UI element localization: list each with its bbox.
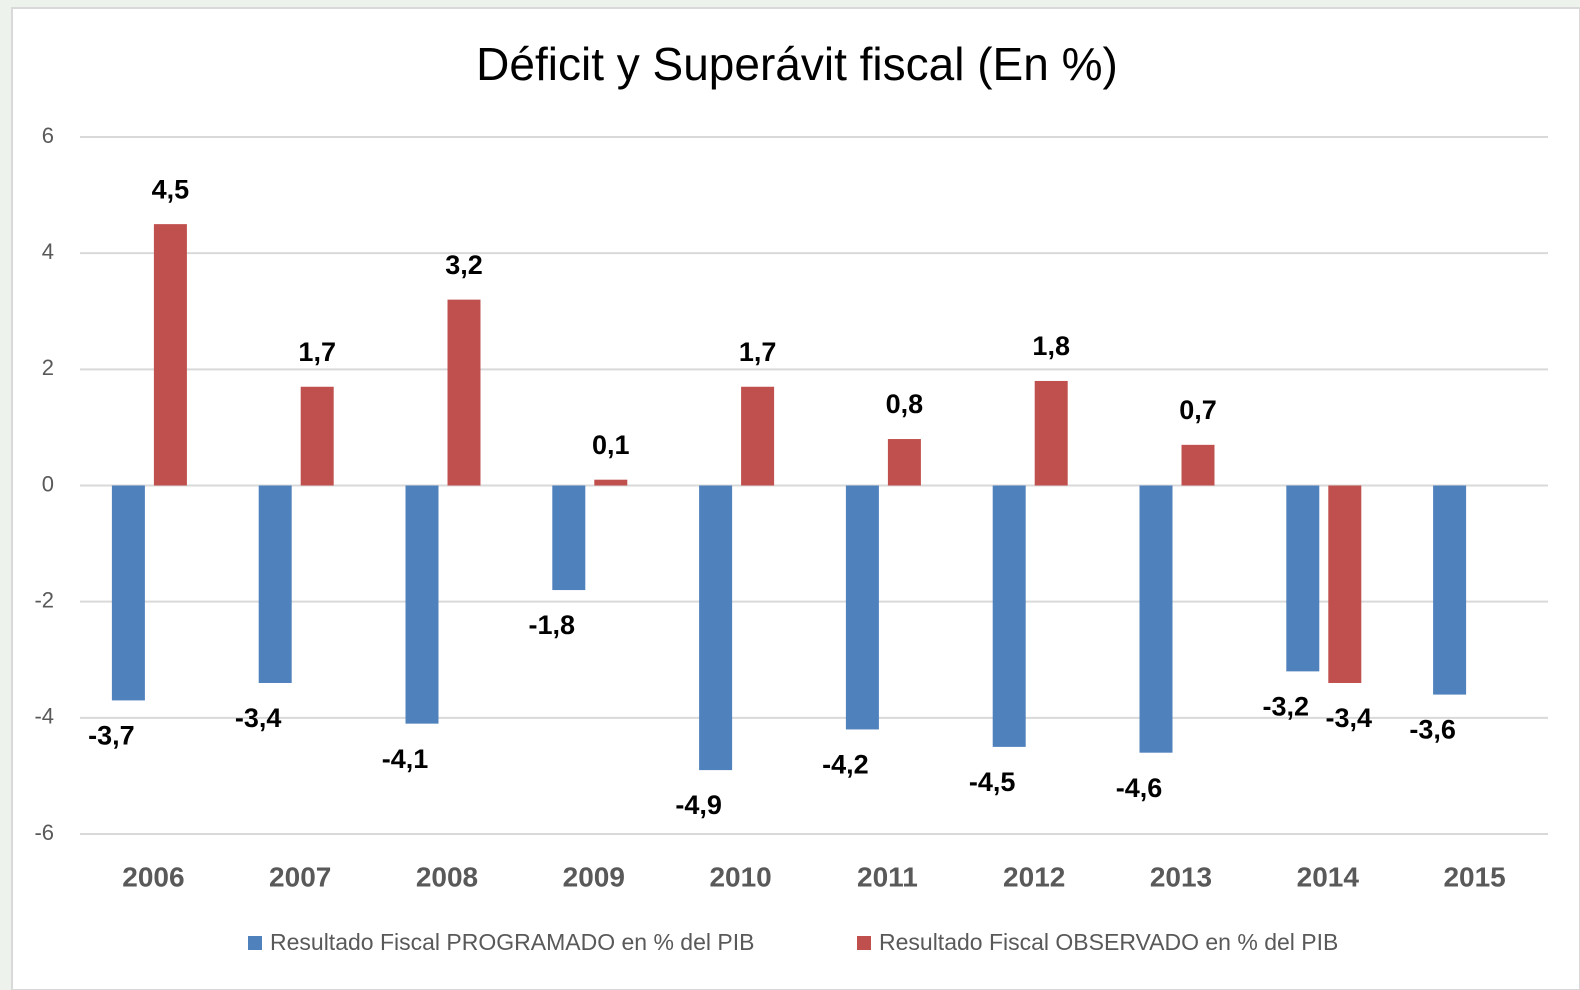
bar [111,485,145,701]
legend-swatch [857,936,871,950]
bar [1034,380,1068,486]
value-label: 1,8 [1032,331,1070,361]
y-tick-label: 4 [42,239,54,264]
value-label: 0,1 [592,430,630,460]
bar [741,386,775,486]
value-label: -4,6 [1116,773,1163,803]
y-tick-label: -2 [34,587,54,612]
y-tick-label: 2 [42,355,54,380]
legend-label: Resultado Fiscal OBSERVADO en % del PIB [879,929,1338,955]
value-label: 1,7 [298,337,336,367]
value-label: -4,1 [382,744,429,774]
x-tick-label: 2007 [269,861,331,892]
bar [845,485,879,730]
bar [594,479,628,486]
bar [992,485,1026,747]
value-label: 3,2 [445,250,483,280]
x-tick-label: 2012 [1003,861,1065,892]
bar [447,299,481,486]
value-label: 4,5 [152,174,190,204]
bar [887,439,921,486]
bar [1328,485,1362,683]
bar [1433,485,1467,695]
chart-title: Déficit y Superávit fiscal (En %) [476,38,1118,90]
x-tick-label: 2006 [122,861,184,892]
x-tick-label: 2008 [416,861,478,892]
legend-label: Resultado Fiscal PROGRAMADO en % del PIB [270,929,754,955]
value-label: -3,4 [1326,703,1373,733]
bar [552,485,586,591]
bar [1181,444,1215,486]
value-label: -3,4 [235,703,282,733]
y-tick-label: 0 [42,471,54,496]
value-label: -4,2 [822,750,869,780]
value-label: 1,7 [739,337,777,367]
value-label: -3,6 [1409,715,1456,745]
value-label: -3,7 [88,721,135,751]
bar [1286,485,1320,672]
y-tick-label: 6 [42,123,54,148]
bar [153,224,187,486]
x-tick-label: 2014 [1297,861,1360,892]
bar [1139,485,1173,753]
x-tick-label: 2013 [1150,861,1212,892]
value-label: 0,7 [1179,395,1217,425]
bar [300,386,334,486]
x-tick-label: 2011 [857,861,918,892]
value-label: -4,5 [969,767,1016,797]
legend-swatch [248,936,262,950]
bar [405,485,439,724]
value-label: 0,8 [886,389,924,419]
value-label: -4,9 [675,790,722,820]
value-label: -3,2 [1263,691,1310,721]
bar [699,485,733,771]
value-label: -1,8 [529,610,576,640]
x-tick-label: 2009 [563,861,625,892]
y-tick-label: -4 [34,704,54,729]
x-tick-label: 2015 [1443,861,1505,892]
x-tick-label: 2010 [709,861,771,892]
y-tick-label: -6 [34,820,54,845]
bar [258,485,292,683]
